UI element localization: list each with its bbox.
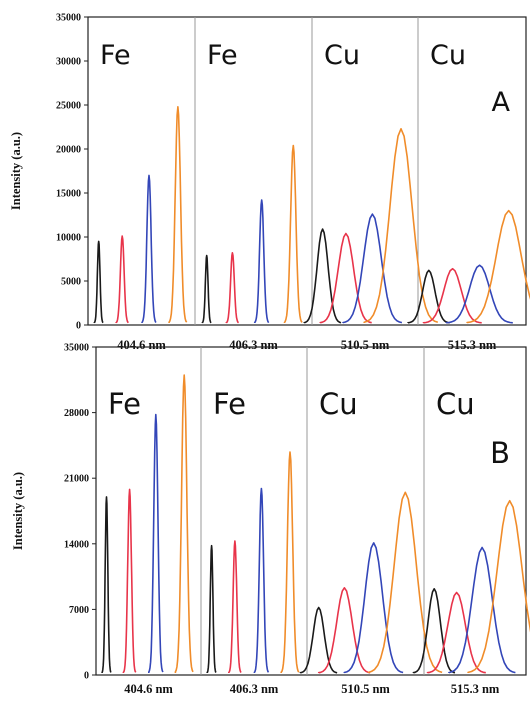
peak-blue bbox=[142, 175, 156, 323]
y-tick-label: 7000 bbox=[69, 605, 89, 616]
x-category-label: 406.3 nm bbox=[230, 682, 279, 696]
peak-blue bbox=[149, 415, 163, 674]
peak-red bbox=[319, 588, 371, 673]
peak-orange bbox=[468, 501, 530, 673]
y-tick-label: 14000 bbox=[64, 539, 89, 550]
peak-blue bbox=[254, 489, 268, 674]
peak-orange bbox=[285, 146, 303, 324]
y-tick-label: 10000 bbox=[56, 233, 81, 244]
y-tick-label: 30000 bbox=[56, 57, 81, 68]
peak-black bbox=[304, 229, 341, 323]
peak-orange bbox=[364, 129, 438, 323]
y-tick-label: 5000 bbox=[61, 277, 81, 288]
x-category-label: 406.3 nm bbox=[229, 338, 278, 352]
y-tick-label: 35000 bbox=[64, 343, 89, 354]
peak-orange bbox=[169, 107, 187, 323]
panel-a: 0 5000 10000 15000 20000 25000 30000 35000 Inten… bbox=[9, 13, 530, 353]
y-tick-label: 21000 bbox=[64, 474, 89, 485]
element-label: Cu bbox=[436, 387, 475, 421]
x-category-label: 510.5 nm bbox=[341, 338, 390, 352]
y-tick-label: 0 bbox=[84, 671, 89, 682]
panel-letter: B bbox=[490, 436, 510, 470]
y-tick-label: 35000 bbox=[56, 13, 81, 24]
y-tick-label: 15000 bbox=[56, 189, 81, 200]
peak-red bbox=[320, 234, 372, 324]
peak-black bbox=[202, 256, 211, 324]
y-tick-label: 0 bbox=[76, 321, 81, 332]
peak-blue bbox=[343, 214, 402, 323]
element-label: Fe bbox=[213, 387, 246, 421]
panel-letter: A bbox=[492, 87, 511, 118]
x-category-label: 515.3 nm bbox=[451, 682, 500, 696]
peak-red bbox=[229, 541, 241, 673]
x-category-label: 515.3 nm bbox=[448, 338, 497, 352]
peak-orange bbox=[369, 492, 443, 673]
element-label: Fe bbox=[207, 40, 238, 71]
peak-black bbox=[207, 546, 216, 673]
peak-orange bbox=[281, 452, 299, 673]
peak-red bbox=[123, 489, 135, 673]
peak-blue bbox=[255, 200, 269, 323]
y-axis-label: Intensity (a.u.) bbox=[9, 132, 23, 210]
y-tick-label: 28000 bbox=[64, 408, 89, 419]
peak-red bbox=[116, 236, 128, 323]
peak-red bbox=[428, 593, 486, 674]
peak-black bbox=[94, 241, 103, 323]
x-category-label: 404.6 nm bbox=[124, 682, 173, 696]
panel-b: 0 7000 14000 21000 28000 35000 Intensity (a.u.… bbox=[11, 343, 530, 697]
y-axis-label: Intensity (a.u.) bbox=[11, 472, 25, 550]
peak-blue bbox=[449, 548, 516, 674]
x-category-label: 510.5 nm bbox=[341, 682, 390, 696]
peak-black bbox=[300, 608, 337, 674]
element-label: Cu bbox=[319, 387, 358, 421]
peak-black bbox=[102, 497, 111, 673]
element-label: Fe bbox=[100, 40, 131, 71]
peak-red bbox=[226, 253, 238, 323]
element-label: Cu bbox=[324, 40, 360, 71]
peak-orange bbox=[175, 375, 193, 673]
element-label: Fe bbox=[108, 387, 141, 421]
y-tick-label: 20000 bbox=[56, 145, 81, 156]
element-label: Cu bbox=[430, 40, 466, 71]
x-category-label: 404.6 nm bbox=[117, 338, 166, 352]
y-tick-label: 25000 bbox=[56, 101, 81, 112]
